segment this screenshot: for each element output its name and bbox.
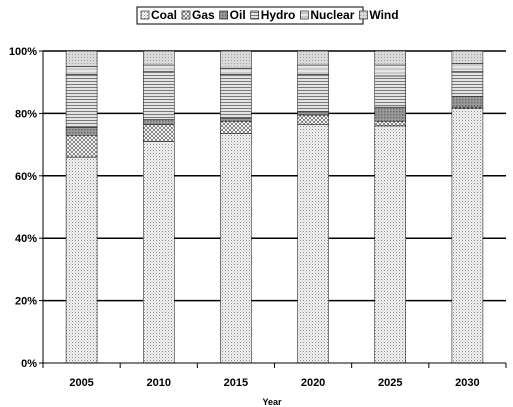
chart-legend: Coal Gas Oil Hydro Nuclear Wind bbox=[136, 6, 399, 25]
y-axis-tick-labels: 0% 20% 40% 60% 80% 100% bbox=[9, 46, 37, 370]
bar-hydro-2010 bbox=[143, 71, 175, 120]
bar-wind-2025 bbox=[374, 50, 406, 66]
gridlines bbox=[43, 50, 506, 302]
bar-gas-2005 bbox=[65, 134, 98, 158]
legend-swatch-oil bbox=[219, 10, 228, 20]
y-tick-label-20-: 20% bbox=[15, 296, 37, 308]
bar-oil-2020 bbox=[297, 111, 329, 116]
bar-oil-2010 bbox=[143, 119, 175, 125]
y-tick-label-40-: 40% bbox=[15, 233, 37, 245]
x-tick-label-2020: 2020 bbox=[301, 377, 325, 389]
legend-swatch-nuclear bbox=[300, 10, 309, 20]
x-tick-label-2015: 2015 bbox=[224, 377, 248, 389]
x-tick-label-2030: 2030 bbox=[455, 377, 479, 389]
bar-oil-2015 bbox=[220, 117, 252, 122]
bar-wind-2020 bbox=[297, 50, 329, 66]
bar-hydro-2025 bbox=[374, 75, 406, 108]
legend-label-nuclear: Nuclear bbox=[310, 8, 354, 22]
bar-nuclear-2030 bbox=[451, 63, 484, 72]
legend-label-hydro: Hydro bbox=[261, 8, 296, 22]
bar-coal-2025 bbox=[374, 125, 406, 364]
bar-coal-2010 bbox=[143, 141, 175, 364]
bar-oil-2025 bbox=[374, 106, 406, 122]
legend-label-oil: Oil bbox=[230, 8, 246, 22]
bar-gas-2015 bbox=[220, 120, 252, 134]
bar-gas-2020 bbox=[297, 114, 329, 125]
bar-gas-2010 bbox=[143, 124, 175, 142]
bar-nuclear-2020 bbox=[297, 64, 329, 75]
x-tick-label-2005: 2005 bbox=[69, 377, 93, 389]
bar-hydro-2015 bbox=[220, 74, 252, 119]
axes bbox=[39, 50, 507, 368]
y-tick-label-0-: 0% bbox=[21, 358, 37, 370]
bar-nuclear-2015 bbox=[220, 67, 252, 75]
legend-label-wind: Wind bbox=[369, 8, 398, 22]
bar-gas-2025 bbox=[374, 120, 406, 127]
bars-group bbox=[65, 50, 484, 364]
bar-wind-2010 bbox=[143, 50, 175, 66]
legend-swatch-hydro bbox=[250, 10, 259, 20]
bar-wind-2030 bbox=[451, 50, 484, 64]
y-tick-label-100-: 100% bbox=[9, 46, 37, 58]
x-tick-label-2025: 2025 bbox=[378, 377, 402, 389]
legend-swatch-wind bbox=[359, 10, 368, 20]
bar-nuclear-2010 bbox=[143, 64, 175, 72]
bar-coal-2020 bbox=[297, 124, 329, 364]
bar-wind-2005 bbox=[65, 50, 98, 67]
bar-wind-2015 bbox=[220, 50, 252, 69]
y-tick-label-60-: 60% bbox=[15, 171, 37, 183]
legend-swatch-coal bbox=[140, 10, 150, 20]
bar-nuclear-2005 bbox=[65, 66, 98, 75]
bar-nuclear-2025 bbox=[374, 64, 406, 77]
bar-hydro-2020 bbox=[297, 74, 329, 113]
bar-hydro-2030 bbox=[451, 71, 484, 97]
bar-coal-2015 bbox=[220, 133, 252, 364]
bar-oil-2005 bbox=[65, 127, 98, 136]
x-axis-tick-labels: 2005 2010 2015 2020 2025 2030 bbox=[69, 377, 479, 389]
legend-label-gas: Gas bbox=[192, 8, 215, 22]
x-axis-title: Year bbox=[262, 397, 282, 407]
bar-oil-2030 bbox=[451, 95, 484, 108]
bar-hydro-2005 bbox=[65, 74, 98, 128]
legend-swatch-gas bbox=[181, 10, 191, 20]
x-tick-label-2010: 2010 bbox=[147, 377, 171, 389]
y-tick-label-80-: 80% bbox=[15, 108, 37, 120]
bar-coal-2005 bbox=[65, 156, 98, 364]
legend-label-coal: Coal bbox=[151, 8, 177, 22]
bar-coal-2030 bbox=[451, 108, 484, 364]
